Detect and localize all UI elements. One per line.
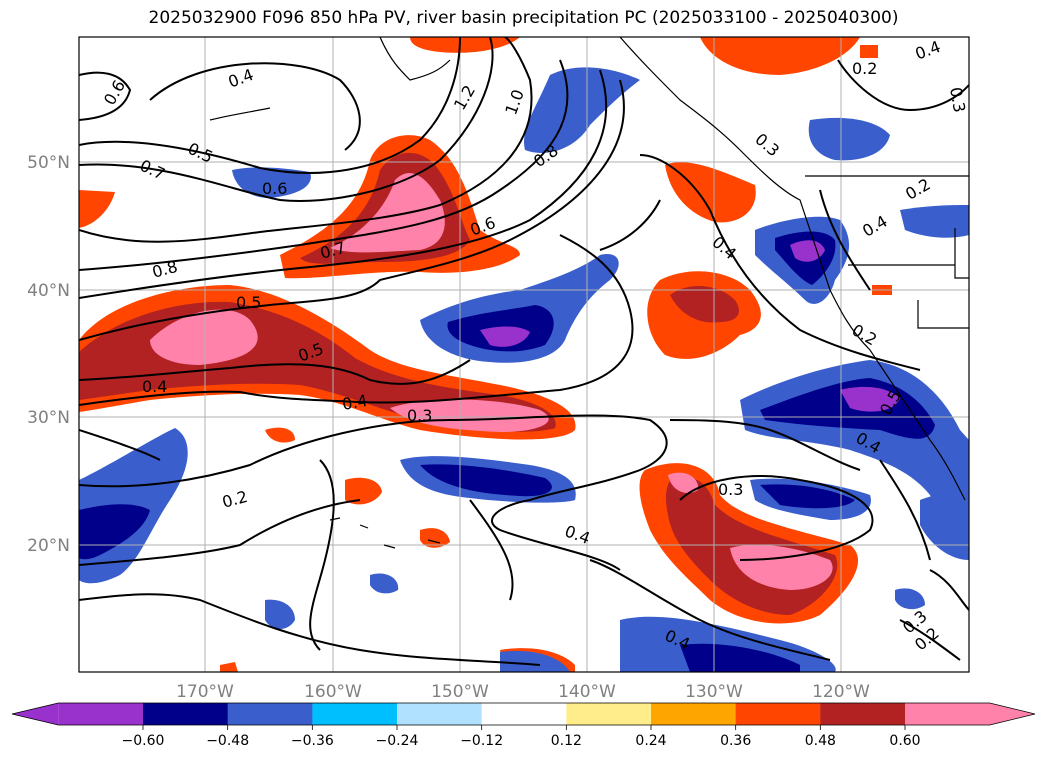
graticule bbox=[79, 37, 969, 672]
pv-contours bbox=[79, 37, 969, 666]
map-plot-area: 0.6 0.4 0.5 0.7 1.2 1.0 0.8 0.6 0.8 0.7 … bbox=[79, 37, 969, 672]
colorbar-segment bbox=[651, 703, 737, 725]
contour-label: 0.4 bbox=[142, 377, 167, 396]
contour-label: 0.3 bbox=[407, 406, 432, 425]
colorbar-tick-label: −0.48 bbox=[206, 733, 249, 749]
colorbar-tick-label: −0.60 bbox=[122, 733, 165, 749]
lon-tick-label: 120°W bbox=[812, 682, 870, 702]
shaded-anomalies bbox=[79, 37, 969, 672]
colorbar-tick-label: 0.48 bbox=[805, 733, 836, 749]
colorbar-tick-label: 0.36 bbox=[720, 733, 751, 749]
colorbar-tick-label: −0.36 bbox=[291, 733, 334, 749]
colorbar-tick-label: −0.24 bbox=[376, 733, 419, 749]
map-frame bbox=[78, 36, 970, 673]
contour-label: 0.3 bbox=[946, 86, 969, 114]
contour-label: 0.5 bbox=[236, 293, 261, 312]
lon-tick-label: 150°W bbox=[431, 682, 489, 702]
colorbar-extension-max bbox=[989, 703, 1035, 725]
map-title: 2025032900 F096 850 hPa PV, river basin … bbox=[148, 8, 899, 28]
colorbar-segment bbox=[481, 703, 567, 725]
colorbar-segment bbox=[58, 703, 144, 725]
colorbar-outline bbox=[11, 702, 1036, 726]
lat-tick-label: 20°N bbox=[27, 536, 70, 556]
coastlines bbox=[209, 37, 969, 549]
contour-label: 0.4 bbox=[341, 391, 369, 414]
contour-label: 0.6 bbox=[262, 179, 287, 198]
colorbar-segment bbox=[820, 703, 906, 725]
contour-label: 0.2 bbox=[852, 59, 877, 78]
lat-tick-labels: 50°N 40°N 30°N 20°N bbox=[27, 153, 70, 556]
lon-tick-label: 160°W bbox=[304, 682, 362, 702]
colorbar-segment bbox=[566, 703, 652, 725]
lat-tick-label: 50°N bbox=[27, 153, 70, 173]
lon-tick-label: 130°W bbox=[685, 682, 743, 702]
colorbar-segment bbox=[397, 703, 483, 725]
colorbar-segment bbox=[905, 703, 991, 725]
colorbar: −0.60 −0.48 −0.36 −0.24 −0.12 0.12 0.24 0.36 0.4… bbox=[11, 702, 1036, 749]
colorbar-segments bbox=[11, 702, 1036, 726]
colorbar-extension-min bbox=[12, 703, 59, 725]
colorbar-segment bbox=[227, 703, 313, 725]
colorbar-segment bbox=[735, 703, 821, 725]
colorbar-ticks: −0.60 −0.48 −0.36 −0.24 −0.12 0.12 0.24 0.36 0.4… bbox=[122, 725, 921, 749]
lat-tick-label: 30°N bbox=[27, 408, 70, 428]
lon-tick-labels: 170°W 160°W 150°W 140°W 130°W 120°W bbox=[176, 682, 870, 702]
colorbar-tick-label: 0.12 bbox=[551, 733, 582, 749]
colorbar-tick-label: 0.24 bbox=[635, 733, 666, 749]
contour-label: 0.3 bbox=[718, 480, 743, 499]
lon-tick-label: 140°W bbox=[558, 682, 616, 702]
lon-tick-label: 170°W bbox=[176, 682, 234, 702]
colorbar-segment bbox=[143, 703, 229, 725]
colorbar-tick-label: −0.12 bbox=[460, 733, 503, 749]
lat-tick-label: 40°N bbox=[27, 281, 70, 301]
colorbar-tick-label: 0.60 bbox=[889, 733, 920, 749]
colorbar-segment bbox=[312, 703, 398, 725]
